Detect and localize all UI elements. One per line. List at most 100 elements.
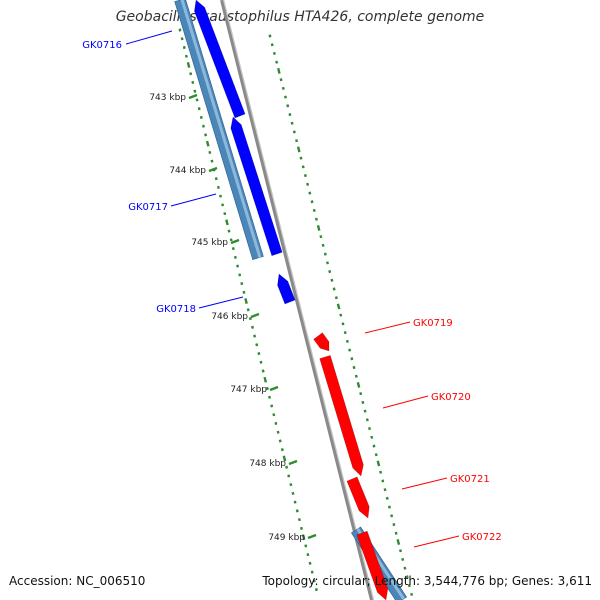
gc-dot (210, 159, 214, 163)
gc-dot (343, 331, 347, 335)
gc-dot (265, 386, 269, 391)
gc-dot (193, 89, 197, 93)
gc-dot (282, 455, 287, 462)
gene-arrow-gk0718 (277, 273, 296, 305)
gc-dot (288, 113, 292, 117)
gc-dot (195, 98, 199, 102)
gene-label-gk0716: GK0716 (82, 30, 173, 51)
gc-dot (308, 191, 312, 195)
kbp-tick-label: 746 kbp (211, 312, 248, 322)
gc-dot (394, 531, 398, 535)
gene-label-gk0721: GK0721 (401, 474, 490, 490)
gc-dot (316, 225, 321, 231)
kbp-tick: 746 kbp (211, 312, 260, 322)
gc-dot (304, 544, 308, 548)
gc-dot (189, 72, 193, 76)
gc-dot (336, 303, 341, 310)
gc-dot (314, 217, 318, 221)
gc-dot (180, 37, 184, 41)
gc-dot (223, 212, 227, 216)
gc-dot (229, 238, 233, 242)
gene-label-leader (401, 477, 448, 490)
accession-label: Accession: NC_006510 (9, 574, 146, 588)
kbp-tick-label: 748 kbp (249, 459, 286, 469)
gene-label-text: GK0721 (450, 474, 490, 485)
gc-dot (191, 80, 195, 84)
gc-dot (251, 325, 254, 329)
gc-dot (312, 579, 316, 583)
gene-label-text: GK0720 (431, 392, 471, 403)
gc-dot (197, 107, 201, 111)
gc-dot (334, 296, 338, 300)
gc-dot (279, 78, 283, 82)
gc-dot (263, 376, 268, 383)
gc-dot (238, 273, 242, 277)
gc-dot (199, 115, 203, 119)
kbp-tick-mark (208, 166, 218, 173)
gc-dot (225, 219, 229, 226)
gene-track (194, 0, 389, 600)
gc-dot (301, 165, 305, 169)
gc-dot (253, 334, 257, 338)
gc-dot (276, 430, 280, 434)
gc-dot (292, 130, 296, 134)
gene-label-leader (382, 395, 429, 409)
gc-track-right (268, 34, 414, 596)
gc-dot (381, 479, 385, 483)
gc-dot (368, 426, 372, 431)
gc-dot (385, 496, 389, 500)
gc-dot (242, 290, 246, 294)
kbp-tick-mark (230, 238, 240, 245)
gene-label-leader (364, 321, 411, 334)
gc-dot (365, 418, 369, 422)
gc-dot (295, 139, 299, 143)
gc-dot (387, 505, 391, 509)
gc-dot (403, 566, 407, 570)
gc-dot (339, 313, 343, 317)
gene-arrow-gk0717 (230, 116, 283, 257)
gc-dot (308, 561, 312, 565)
kbp-tick-mark (269, 385, 279, 392)
gc-dot (299, 156, 303, 160)
gc-dot (244, 298, 248, 304)
gc-dot (274, 421, 278, 425)
gc-dot (261, 369, 265, 373)
gc-dot (236, 264, 240, 268)
gc-dot (401, 557, 405, 561)
gc-dot (301, 534, 306, 541)
gc-dot (410, 592, 414, 596)
gc-dot (268, 395, 271, 399)
kbp-tick: 744 kbp (169, 166, 218, 176)
gc-dot (300, 526, 303, 530)
gc-dot (184, 54, 188, 58)
gene-label-gk0722: GK0722 (413, 532, 502, 548)
gene-labels: GK0716 GK0717 GK0718 GK0719 GK0720 GK0721 GK07… (82, 30, 502, 548)
gc-dot (341, 322, 345, 326)
gc-dot (278, 439, 282, 443)
gc-dot (246, 308, 250, 312)
gc-dot (214, 177, 218, 181)
gc-dot (285, 465, 289, 469)
gc-dot (277, 67, 281, 74)
gc-dot (372, 444, 376, 448)
gc-dot (268, 34, 272, 38)
gc-dot (303, 174, 307, 178)
genome-backbone-highlight (223, 0, 374, 600)
genome-backbone (220, 0, 374, 600)
gc-dot (291, 491, 295, 495)
gene-arrow-gk0722 (356, 530, 389, 600)
gc-dot (233, 255, 237, 259)
kbp-tick: 748 kbp (249, 459, 298, 469)
gc-dot (363, 409, 367, 413)
gc-dot (289, 483, 293, 487)
gc-dot (270, 43, 274, 47)
gc-dot (326, 261, 329, 265)
gc-dot (297, 518, 301, 522)
gc-dot (208, 150, 212, 155)
gene-label-leader (125, 30, 173, 45)
cds-track (174, 0, 408, 600)
genome-summary: Topology: circular; Length: 3,544,776 bp… (262, 574, 592, 588)
gc-dot (350, 357, 354, 361)
